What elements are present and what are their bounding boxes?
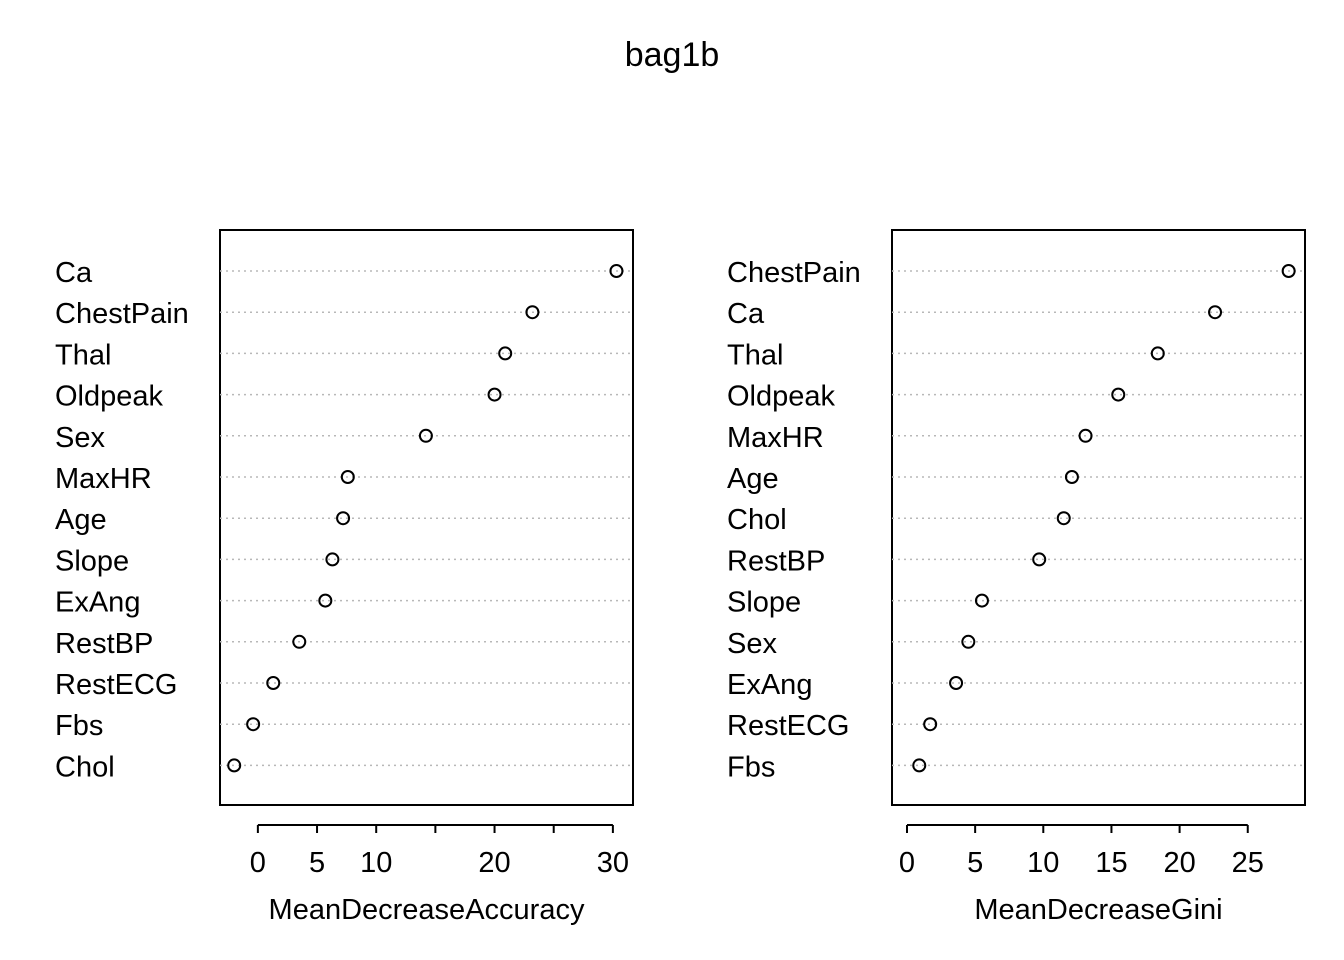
- data-point: [246, 717, 261, 732]
- x-tick-label: 5: [309, 847, 325, 879]
- category-label: RestBP: [727, 545, 825, 577]
- category-label: Ca: [55, 257, 93, 289]
- x-tick-label: 30: [597, 847, 629, 879]
- data-point: [1111, 387, 1126, 402]
- data-point: [292, 634, 307, 649]
- data-point: [1208, 305, 1223, 320]
- data-point: [1056, 511, 1071, 526]
- category-label: RestBP: [55, 628, 153, 660]
- data-point: [912, 758, 927, 773]
- x-axis-label: MeanDecreaseAccuracy: [269, 894, 585, 926]
- data-point: [1032, 552, 1047, 567]
- x-tick-label: 15: [1095, 847, 1127, 879]
- category-label: ChestPain: [727, 257, 861, 289]
- category-label: ExAng: [55, 587, 140, 619]
- data-point: [949, 676, 964, 690]
- x-axis-label: MeanDecreaseGini: [974, 894, 1222, 926]
- data-point: [418, 428, 433, 443]
- x-tick-label: 5: [967, 847, 983, 879]
- dotchart-panel-2: ChestPain Ca Thal Oldpeak MaxHR Age Chol RestBP…: [727, 229, 1306, 926]
- category-label: Sex: [55, 422, 105, 454]
- data-point: [325, 552, 340, 567]
- category-label: MaxHR: [55, 463, 152, 495]
- data-point: [1150, 346, 1165, 361]
- category-label: ExAng: [727, 669, 812, 701]
- data-point: [266, 676, 281, 690]
- data-point: [498, 346, 513, 361]
- category-label: Age: [727, 463, 779, 495]
- x-tick-label: 20: [1163, 847, 1195, 879]
- x-tick-label: 10: [1027, 847, 1059, 879]
- data-point: [961, 634, 976, 649]
- category-label: Fbs: [727, 751, 775, 783]
- category-label: Sex: [727, 628, 777, 660]
- data-point: [487, 387, 502, 402]
- category-label: Chol: [727, 504, 787, 536]
- figure-title: bag1b: [624, 36, 720, 74]
- category-label: Slope: [727, 587, 801, 619]
- x-tick-label: 10: [360, 847, 392, 879]
- data-point: [923, 717, 938, 732]
- data-point: [1078, 428, 1093, 443]
- category-label: Thal: [55, 339, 111, 371]
- data-point: [609, 264, 624, 278]
- data-point: [525, 305, 540, 320]
- data-point: [340, 470, 355, 484]
- category-label: Chol: [55, 751, 115, 783]
- category-label: MaxHR: [727, 422, 824, 454]
- x-tick-label: 0: [899, 847, 915, 879]
- x-tick-label: 25: [1232, 847, 1264, 879]
- data-point: [1281, 264, 1296, 278]
- data-point: [227, 758, 242, 773]
- dotchart-panel-1: Ca ChestPain Thal Oldpeak Sex MaxHR Age Slope Ex…: [55, 229, 634, 926]
- category-label: Fbs: [55, 710, 103, 742]
- x-tick-label: 20: [478, 847, 510, 879]
- data-point: [336, 511, 351, 526]
- data-point: [1064, 470, 1079, 484]
- category-label: Slope: [55, 545, 129, 577]
- category-label: Oldpeak: [55, 381, 164, 413]
- x-tick-label: 0: [250, 847, 266, 879]
- category-label: RestECG: [55, 669, 177, 701]
- category-label: ChestPain: [55, 298, 189, 330]
- data-point: [974, 593, 989, 608]
- category-label: Ca: [727, 298, 765, 330]
- data-point: [318, 593, 333, 608]
- category-label: Age: [55, 504, 107, 536]
- category-label: RestECG: [727, 710, 849, 742]
- category-label: Oldpeak: [727, 381, 836, 413]
- category-label: Thal: [727, 339, 783, 371]
